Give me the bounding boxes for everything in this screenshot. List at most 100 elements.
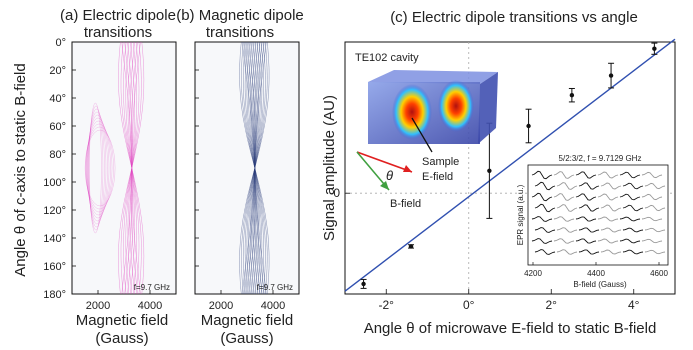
epr-trace [600, 227, 622, 233]
epr-trace [600, 249, 622, 255]
panel-c-x-label: Angle θ of microwave E-field to static B… [364, 320, 657, 337]
x-tick-label: 2000 [209, 300, 233, 312]
panel-c-fit-line-group [344, 38, 676, 292]
transition-curve [86, 117, 110, 219]
panel-c-y-label: Signal amplitude (AU) [321, 95, 338, 241]
y-tick-label: 140° [43, 233, 66, 245]
epr-trace [597, 193, 619, 201]
cavity-field-lobe-left [392, 84, 432, 140]
epr-trace [644, 249, 666, 255]
transition-curve [88, 108, 105, 228]
epr-trace [556, 249, 578, 255]
panel-c-data-points [360, 42, 658, 289]
cavity-box-side [478, 72, 498, 144]
panel-a-title-line2: transitions [84, 24, 152, 41]
bfield-label: B-field [390, 198, 421, 210]
y-tick-label: 100° [43, 177, 66, 189]
panel-b-y-ticks [195, 41, 199, 295]
sample-pointer-line [411, 117, 433, 153]
x-tick-label: 2° [546, 298, 558, 312]
epr-trace [578, 204, 600, 212]
epr-trace [597, 216, 619, 222]
cavity-inset-title: TE102 cavity [355, 52, 419, 64]
transition-curve [89, 102, 102, 234]
epr-trace [556, 204, 578, 212]
panel-b-x-label-line2: (Gauss) [220, 330, 273, 347]
panel-c-title: (c) Electric dipole transitions vs angle [390, 9, 638, 26]
epr-trace [622, 227, 644, 233]
data-point [487, 168, 492, 173]
sample-label: Sample [422, 156, 459, 168]
panel-b-transition-curves [239, 41, 270, 295]
panel-a-x-label-line1: Magnetic field [76, 312, 169, 329]
epr-trace [556, 227, 578, 233]
epr-trace [553, 238, 575, 244]
epr-trace [578, 249, 600, 255]
epr-trace [531, 170, 553, 180]
epr-trace [553, 171, 575, 179]
epr-inset-x-label: B-field (Gauss) [573, 280, 627, 289]
epr-trace [553, 193, 575, 201]
fit-line [344, 38, 676, 292]
epr-traces [531, 170, 666, 255]
x-tick-label: -2° [379, 298, 395, 312]
epr-trace [622, 204, 644, 212]
epr-trace [534, 181, 556, 191]
epr-trace [641, 171, 663, 179]
panel-a-transition-curves [84, 41, 145, 295]
cavity-box [368, 70, 498, 84]
epr-trace [619, 171, 641, 179]
transition-curve [87, 114, 108, 222]
epr-trace [575, 171, 597, 179]
panel-c-y-ticks: 0 [333, 186, 350, 200]
y-tick-label: 120° [43, 205, 66, 217]
x-tick-label: 2000 [86, 300, 110, 312]
x-tick-label: 4000 [138, 300, 162, 312]
epr-trace [619, 216, 641, 222]
y-tick-label: 20° [49, 65, 66, 77]
epr-trace [578, 227, 600, 233]
epr-inset-frame [527, 164, 669, 266]
y-tick-label: 0° [55, 37, 66, 49]
panel-b-x-label-line1: Magnetic field [201, 312, 294, 329]
efield-label: E-field [422, 171, 453, 183]
x-tick-label: 4° [628, 298, 640, 312]
y-tick-label: 180° [43, 289, 66, 301]
y-tick-label: 60° [49, 121, 66, 133]
epr-trace [531, 238, 553, 244]
panel-a-frequency-annotation: f=9.7 GHz [134, 283, 170, 292]
data-point [408, 244, 414, 249]
epr-inset: 5/2:3/2, f = 9.7129 GHz EPR signal (a.u.… [516, 154, 668, 289]
y-tick-label: 0 [333, 186, 340, 200]
epr-x-ticks: 4200 4400 4600 [524, 262, 668, 278]
efield-arrow [356, 151, 413, 173]
data-point [652, 46, 657, 51]
panel-b-plot: 2000 4000 f=9.7 GHz [194, 41, 300, 312]
epr-trace [619, 193, 641, 201]
epr-trace [531, 192, 553, 202]
epr-trace [622, 182, 644, 190]
epr-x-tick-label: 4400 [587, 269, 605, 278]
panel-a-x-ticks: 2000 4000 [86, 290, 162, 312]
panel-a-x-label-line2: (Gauss) [95, 330, 148, 347]
y-tick-label: 160° [43, 261, 66, 273]
epr-trace [556, 182, 578, 190]
transition-curve [87, 111, 107, 225]
epr-trace [575, 238, 597, 244]
data-point [526, 123, 531, 129]
epr-trace [597, 238, 619, 244]
panel-b-title-line2: transitions [206, 24, 274, 41]
x-tick-label: 0° [463, 298, 475, 312]
epr-trace [644, 227, 666, 233]
epr-trace [641, 216, 663, 222]
epr-trace [597, 171, 619, 179]
panel-c-x-ticks: -2° 0° 2° 4° [379, 289, 640, 312]
epr-trace [644, 204, 666, 212]
epr-trace [534, 249, 556, 255]
transition-curve [254, 41, 270, 295]
panel-b-title-line1: (b) Magnetic dipole [176, 7, 304, 24]
panel-a-frame [71, 41, 177, 295]
x-tick-label: 4000 [261, 300, 285, 312]
theta-label: θ [386, 168, 393, 183]
panel-a-y-ticks: 0° 20° 40° 60° 80° 100° 120° 140° 160° 180° [43, 37, 76, 301]
